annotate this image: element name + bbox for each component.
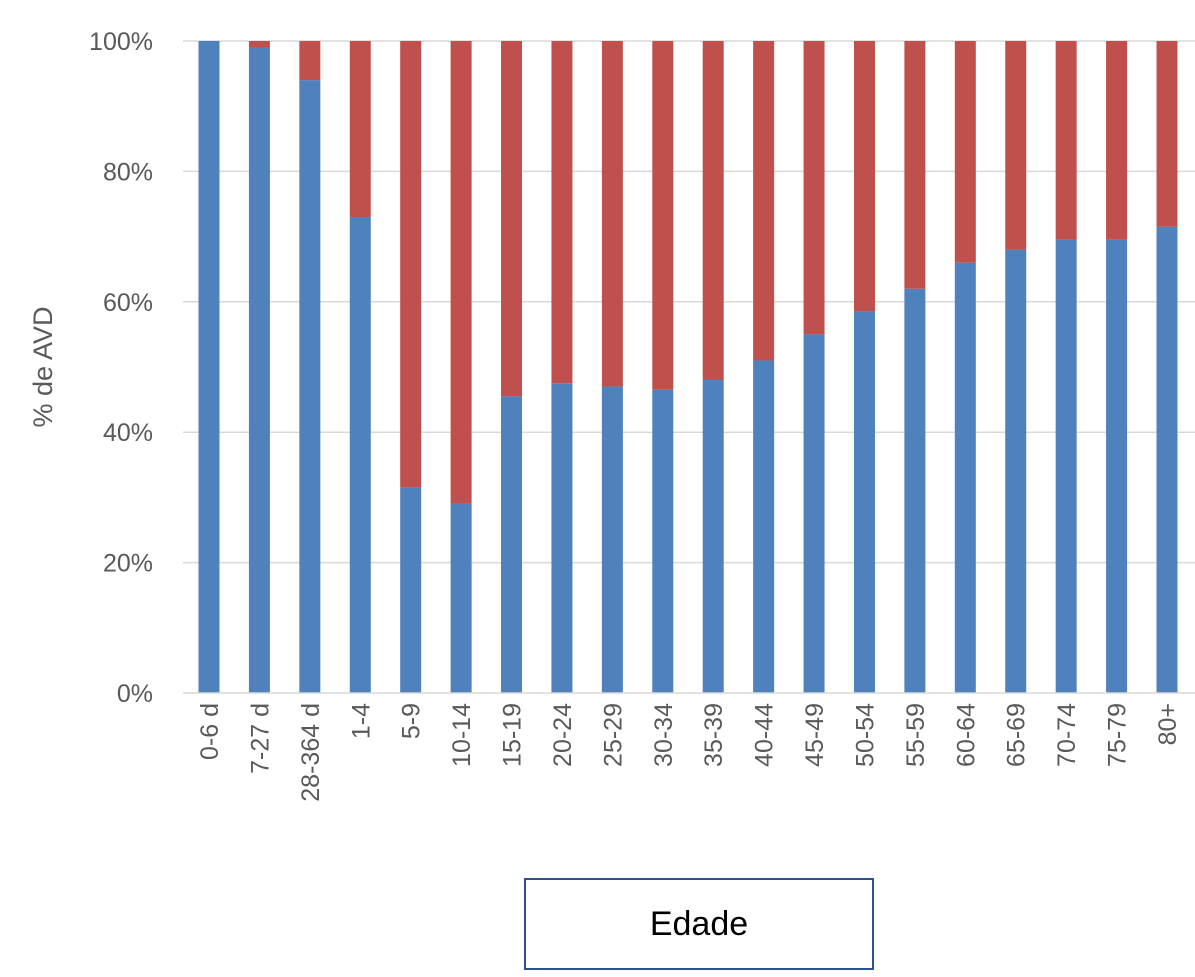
x-tick-label: 10-14 xyxy=(448,703,476,767)
x-tick-label: 70-74 xyxy=(1053,703,1081,767)
bar-segment-series-1 xyxy=(753,360,775,693)
bar-segment-series-2 xyxy=(349,41,371,218)
x-tick-label: 35-39 xyxy=(700,703,728,767)
bar-segment-series-1 xyxy=(1005,249,1027,693)
x-tick-label: 5-9 xyxy=(398,703,426,739)
gridlines xyxy=(183,40,1195,564)
bar-segment-series-1 xyxy=(954,262,976,693)
y-tick-label: 40% xyxy=(103,419,153,447)
bar-segment-series-2 xyxy=(601,41,623,387)
bar-segment-series-1 xyxy=(904,288,926,693)
bar-segment-series-1 xyxy=(248,47,270,693)
bars xyxy=(198,41,1178,694)
x-tick-label: 20-24 xyxy=(549,703,577,767)
bar-segment-series-2 xyxy=(954,41,976,263)
x-tick-label: 55-59 xyxy=(902,703,930,767)
x-tick-label: 80+ xyxy=(1154,703,1182,745)
bar-segment-series-2 xyxy=(1055,41,1077,240)
x-tick-label: 45-49 xyxy=(801,703,829,767)
bar-segment-series-2 xyxy=(551,41,573,384)
y-tick-label: 100% xyxy=(89,28,153,56)
bar-segment-series-2 xyxy=(652,41,674,390)
bar-segment-series-2 xyxy=(753,41,775,361)
y-tick-label: 60% xyxy=(103,289,153,317)
x-tick-label: 28-364 d xyxy=(297,703,325,802)
bar-segment-series-2 xyxy=(248,41,270,48)
x-axis-title: Edade xyxy=(650,905,748,943)
bar-segment-series-1 xyxy=(450,503,472,693)
bar-segment-series-2 xyxy=(1106,41,1128,240)
bar-segment-series-2 xyxy=(1005,41,1027,250)
x-tick-label: 75-79 xyxy=(1104,703,1132,767)
bar-segment-series-1 xyxy=(1055,239,1077,694)
bar-segment-series-2 xyxy=(803,41,825,335)
y-axis-title: % de AVD xyxy=(28,306,58,427)
bar-segment-series-1 xyxy=(198,41,220,693)
bar-segment-series-2 xyxy=(299,41,321,81)
y-tick-label: 0% xyxy=(117,680,153,708)
bar-segment-series-2 xyxy=(702,41,724,381)
bar-segment-series-2 xyxy=(450,41,472,504)
x-tick-label: 40-44 xyxy=(751,703,779,767)
bar-segment-series-1 xyxy=(601,386,623,693)
x-tick-label: 30-34 xyxy=(650,703,678,767)
bar-segment-series-2 xyxy=(1156,41,1178,227)
y-tick-label: 80% xyxy=(103,158,153,186)
y-tick-labels: 0% 20% 40% 60% 80% 100% xyxy=(89,28,153,708)
bar-segment-series-2 xyxy=(904,41,926,289)
bar-segment-series-2 xyxy=(400,41,422,488)
x-axis-title-frame xyxy=(524,878,874,970)
bar-segment-series-1 xyxy=(1156,226,1178,693)
bar-segment-series-1 xyxy=(803,334,825,693)
x-tick-label: 60-64 xyxy=(952,703,980,767)
y-tick-label: 20% xyxy=(103,550,153,578)
x-tick-label: 0-6 d xyxy=(196,703,224,760)
bar-segment-series-2 xyxy=(501,41,523,397)
bar-segment-series-1 xyxy=(1106,239,1128,694)
x-tick-label: 7-27 d xyxy=(246,703,274,774)
bar-segment-series-1 xyxy=(299,80,321,694)
bar-segment-series-1 xyxy=(501,396,523,693)
x-axis-title-box: Edade xyxy=(524,878,874,970)
bar-segment-series-1 xyxy=(702,380,724,693)
bar-segment-series-1 xyxy=(652,389,674,693)
x-tick-labels: 0-6 d 7-27 d 28-364 d 1-4 5-9 10-14 15-19 20-24… xyxy=(196,703,1182,802)
bar-segment-series-1 xyxy=(551,383,573,693)
bar-segment-series-1 xyxy=(349,217,371,694)
x-tick-label: 65-69 xyxy=(1003,703,1031,767)
bar-segment-series-1 xyxy=(400,487,422,693)
x-tick-label: 1-4 xyxy=(347,703,375,739)
x-tick-label: 50-54 xyxy=(851,703,879,767)
x-tick-label: 15-19 xyxy=(499,703,527,767)
x-tick-label: 25-29 xyxy=(599,703,627,767)
bar-segment-series-2 xyxy=(853,41,875,312)
bar-segment-series-1 xyxy=(853,311,875,693)
